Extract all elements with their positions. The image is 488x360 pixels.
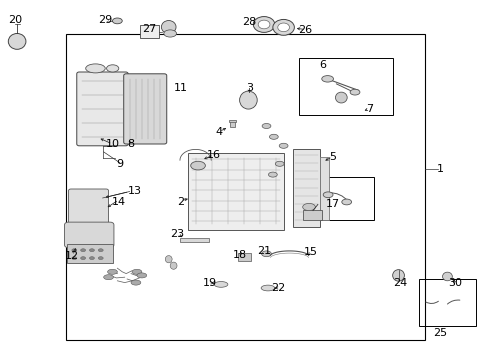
Text: 7: 7 <box>365 104 372 114</box>
Ellipse shape <box>131 280 141 285</box>
FancyBboxPatch shape <box>68 189 108 227</box>
FancyArrowPatch shape <box>328 193 348 202</box>
FancyBboxPatch shape <box>77 72 128 146</box>
Text: 2: 2 <box>177 197 184 207</box>
Text: 27: 27 <box>142 24 156 34</box>
Text: 6: 6 <box>319 60 325 70</box>
Text: 28: 28 <box>242 17 256 27</box>
Text: 25: 25 <box>432 328 446 338</box>
Bar <box>180 238 209 242</box>
Text: 17: 17 <box>325 199 339 210</box>
Ellipse shape <box>262 123 270 129</box>
Ellipse shape <box>72 249 77 252</box>
Ellipse shape <box>442 272 451 281</box>
Ellipse shape <box>261 251 271 257</box>
Ellipse shape <box>302 203 315 211</box>
Bar <box>418 279 475 326</box>
Ellipse shape <box>392 270 404 281</box>
Text: 26: 26 <box>298 24 312 35</box>
Ellipse shape <box>106 65 119 72</box>
Ellipse shape <box>98 257 103 260</box>
FancyBboxPatch shape <box>123 74 166 144</box>
Ellipse shape <box>275 161 284 166</box>
Ellipse shape <box>161 21 176 33</box>
Ellipse shape <box>269 134 278 139</box>
Ellipse shape <box>137 273 146 278</box>
Text: 22: 22 <box>270 283 285 293</box>
FancyArrowPatch shape <box>447 300 459 304</box>
Text: 23: 23 <box>170 229 184 239</box>
Text: 9: 9 <box>116 159 123 169</box>
Ellipse shape <box>81 249 85 252</box>
Text: 3: 3 <box>245 83 252 93</box>
Text: 16: 16 <box>206 150 220 160</box>
Ellipse shape <box>8 33 26 49</box>
Text: 5: 5 <box>328 152 335 162</box>
Text: 15: 15 <box>304 247 317 257</box>
Bar <box>228 120 235 122</box>
Text: 21: 21 <box>257 246 270 256</box>
Ellipse shape <box>277 23 289 32</box>
Bar <box>293 149 320 227</box>
Ellipse shape <box>261 285 274 291</box>
Ellipse shape <box>165 256 172 263</box>
Text: 12: 12 <box>65 251 79 261</box>
Ellipse shape <box>272 19 294 35</box>
Ellipse shape <box>163 30 176 37</box>
Ellipse shape <box>190 161 205 170</box>
Text: 30: 30 <box>447 278 461 288</box>
Ellipse shape <box>335 92 346 103</box>
Ellipse shape <box>170 262 177 269</box>
Text: 19: 19 <box>203 278 217 288</box>
Ellipse shape <box>112 18 122 24</box>
Text: 18: 18 <box>232 250 246 260</box>
Bar <box>66 34 425 340</box>
Bar <box>320 157 328 220</box>
Ellipse shape <box>323 192 332 198</box>
Ellipse shape <box>268 172 277 177</box>
Ellipse shape <box>103 275 113 280</box>
Bar <box>140 25 159 38</box>
Ellipse shape <box>98 249 103 252</box>
Ellipse shape <box>89 257 94 260</box>
Ellipse shape <box>258 20 269 29</box>
Bar <box>303 210 321 220</box>
Text: 24: 24 <box>392 278 407 288</box>
FancyArrowPatch shape <box>425 301 438 303</box>
Ellipse shape <box>279 143 287 148</box>
Ellipse shape <box>81 257 85 260</box>
Ellipse shape <box>89 249 94 252</box>
Bar <box>301 177 373 220</box>
Bar <box>299 58 392 115</box>
Bar <box>229 121 234 127</box>
Ellipse shape <box>85 64 105 73</box>
Bar <box>188 153 283 230</box>
FancyBboxPatch shape <box>64 222 114 248</box>
Text: 29: 29 <box>98 15 112 25</box>
Text: 1: 1 <box>436 164 443 174</box>
Text: 20: 20 <box>9 15 22 25</box>
Ellipse shape <box>72 257 77 260</box>
Ellipse shape <box>349 89 359 95</box>
Ellipse shape <box>253 17 274 32</box>
Text: 11: 11 <box>174 83 187 93</box>
Ellipse shape <box>214 282 227 287</box>
Bar <box>67 244 113 263</box>
Text: 13: 13 <box>127 186 141 196</box>
Ellipse shape <box>321 76 333 82</box>
Text: 14: 14 <box>112 197 125 207</box>
Ellipse shape <box>239 91 257 109</box>
Text: 8: 8 <box>127 139 134 149</box>
Ellipse shape <box>341 199 351 205</box>
Ellipse shape <box>107 269 117 274</box>
Text: 4: 4 <box>215 127 222 137</box>
Bar <box>237 253 251 261</box>
Ellipse shape <box>132 269 142 274</box>
Text: 10: 10 <box>105 139 119 149</box>
